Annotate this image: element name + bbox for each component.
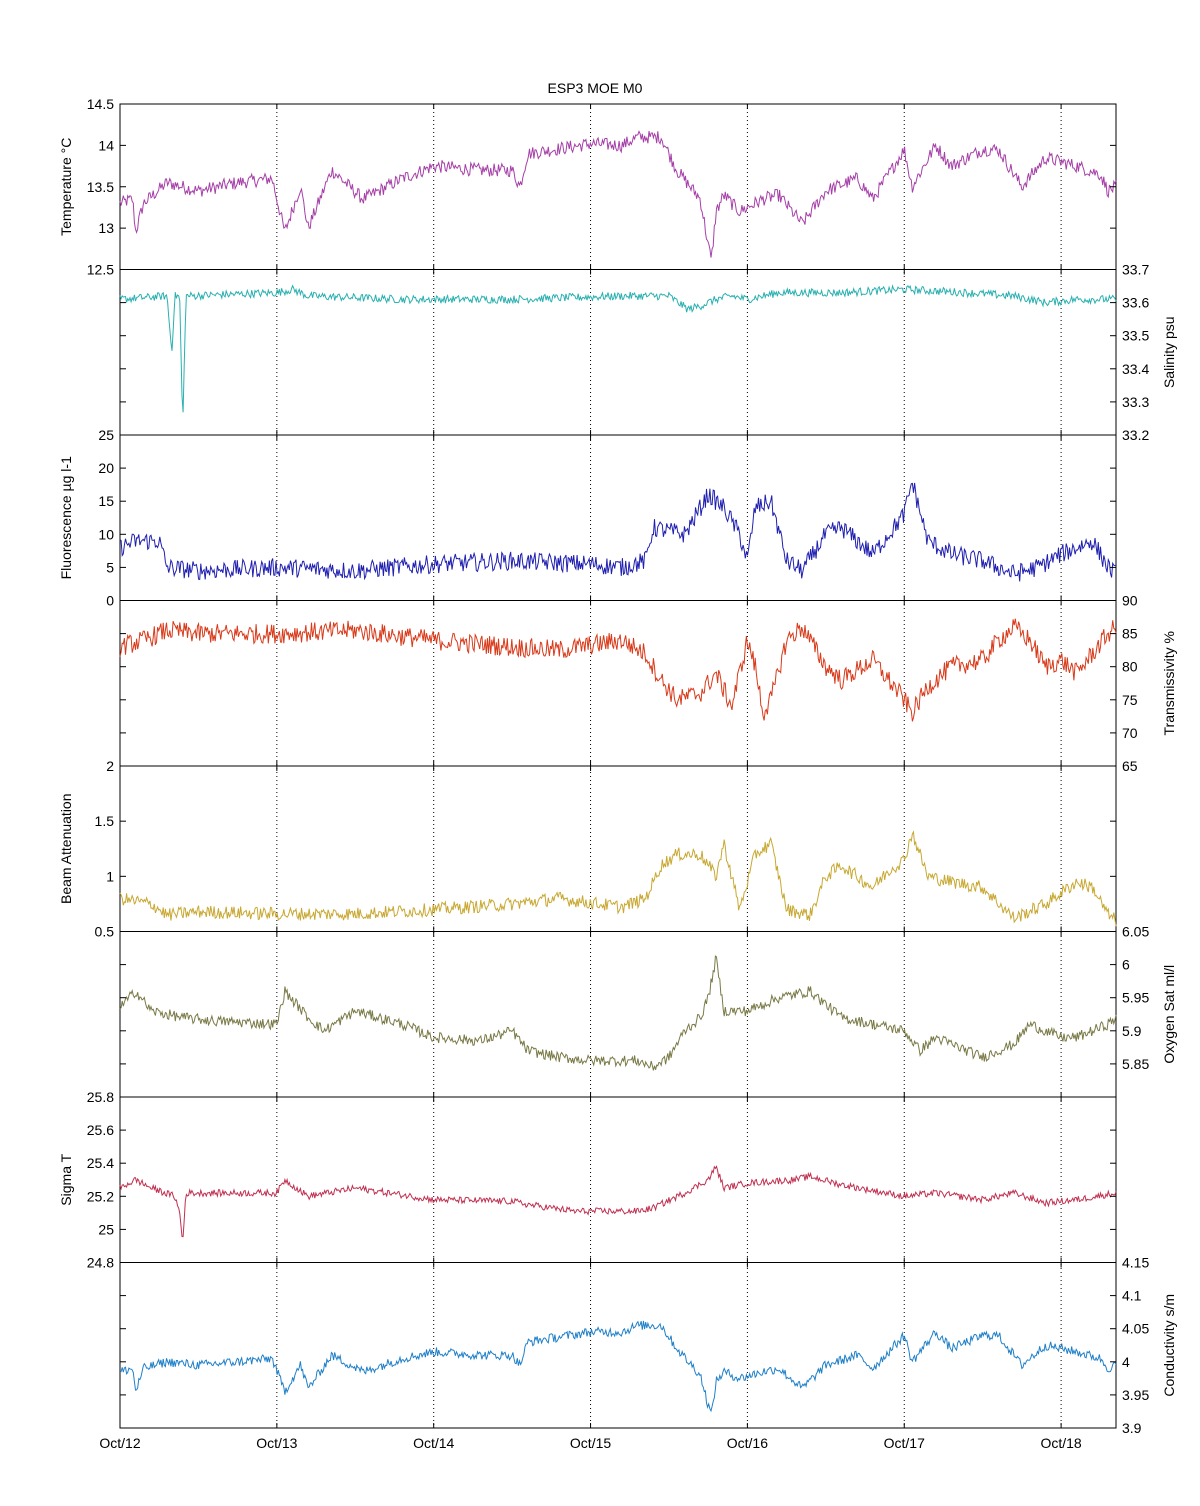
- ytick-label-oxygen_sat-2: 5.95: [1122, 990, 1149, 1006]
- xtick-label-4: Oct/16: [727, 1435, 768, 1451]
- panel-frame-beam_attenuation: [119, 765, 1117, 932]
- ytick-label-conductivity-3: 4.05: [1122, 1321, 1149, 1337]
- ytick-label-beam_attenuation-0: 0.5: [95, 924, 115, 940]
- ytick-label-sigma_t-5: 25.8: [87, 1089, 114, 1105]
- ytick-label-salinity-2: 33.4: [1122, 361, 1149, 377]
- chart-title: ESP3 MOE M0: [548, 80, 643, 96]
- ytick-label-fluorescence-5: 25: [98, 427, 114, 443]
- ytick-label-salinity-1: 33.3: [1122, 394, 1149, 410]
- trace-transmissivity: [119, 618, 1117, 722]
- trace-beam_attenuation: [119, 830, 1117, 927]
- ytick-label-salinity-5: 33.7: [1122, 262, 1149, 278]
- panel-frame-fluorescence: [119, 434, 1117, 601]
- ylabel-sigma_t: Sigma T: [58, 1153, 74, 1205]
- ytick-label-temperature-4: 14.5: [87, 96, 114, 112]
- ytick-label-oxygen_sat-4: 6.05: [1122, 924, 1149, 940]
- ylabel-transmissivity: Transmissivity %: [1161, 631, 1177, 736]
- ytick-label-fluorescence-0: 0: [106, 593, 114, 609]
- ytick-label-fluorescence-2: 10: [98, 526, 114, 542]
- ytick-label-oxygen_sat-0: 5.85: [1122, 1056, 1149, 1072]
- ytick-label-sigma_t-2: 25.2: [87, 1188, 114, 1204]
- ytick-label-fluorescence-3: 15: [98, 493, 114, 509]
- ytick-label-sigma_t-3: 25.4: [87, 1155, 114, 1171]
- ytick-label-transmissivity-1: 70: [1122, 725, 1138, 741]
- xtick-label-5: Oct/17: [884, 1435, 925, 1451]
- ytick-label-salinity-4: 33.6: [1122, 295, 1149, 311]
- ylabel-salinity: Salinity psu: [1161, 316, 1177, 388]
- ytick-label-conductivity-2: 4: [1122, 1354, 1130, 1370]
- panel-frame-temperature: [119, 103, 1117, 270]
- trace-sigma_t: [119, 1165, 1117, 1238]
- ytick-label-fluorescence-1: 5: [106, 559, 114, 575]
- ytick-label-beam_attenuation-3: 2: [106, 758, 114, 774]
- ytick-label-sigma_t-1: 25: [98, 1221, 114, 1237]
- xtick-label-1: Oct/13: [256, 1435, 297, 1451]
- trace-conductivity: [119, 1320, 1117, 1413]
- trace-temperature: [119, 130, 1117, 258]
- xtick-label-6: Oct/18: [1040, 1435, 1081, 1451]
- ytick-label-salinity-0: 33.2: [1122, 427, 1149, 443]
- trace-oxygen_sat: [119, 955, 1117, 1071]
- ytick-label-oxygen_sat-3: 6: [1122, 957, 1130, 973]
- panel-frame-oxygen_sat: [119, 931, 1117, 1098]
- panel-frame-sigma_t: [119, 1096, 1117, 1263]
- ytick-label-beam_attenuation-2: 1.5: [95, 813, 115, 829]
- ylabel-fluorescence: Fluorescence µg l-1: [58, 456, 74, 579]
- ytick-label-transmissivity-2: 75: [1122, 692, 1138, 708]
- xtick-label-2: Oct/14: [413, 1435, 454, 1451]
- ytick-label-beam_attenuation-1: 1: [106, 868, 114, 884]
- ylabel-beam_attenuation: Beam Attenuation: [58, 793, 74, 904]
- ytick-label-conductivity-0: 3.9: [1122, 1420, 1142, 1436]
- trace-salinity: [119, 284, 1117, 413]
- ytick-label-sigma_t-0: 24.8: [87, 1255, 114, 1271]
- ylabel-temperature: Temperature °C: [58, 138, 74, 236]
- ytick-label-temperature-3: 14: [98, 137, 114, 153]
- trace-fluorescence: [119, 482, 1117, 582]
- ytick-label-temperature-0: 12.5: [87, 262, 114, 278]
- ytick-label-conductivity-1: 3.95: [1122, 1387, 1149, 1403]
- ytick-label-transmissivity-3: 80: [1122, 659, 1138, 675]
- ytick-label-transmissivity-5: 90: [1122, 593, 1138, 609]
- ytick-label-sigma_t-4: 25.6: [87, 1122, 114, 1138]
- ytick-label-temperature-2: 13.5: [87, 179, 114, 195]
- ytick-label-temperature-1: 13: [98, 220, 114, 236]
- ytick-label-oxygen_sat-1: 5.9: [1122, 1023, 1142, 1039]
- ytick-label-conductivity-5: 4.15: [1122, 1255, 1149, 1271]
- xtick-label-0: Oct/12: [99, 1435, 140, 1451]
- ytick-label-fluorescence-4: 20: [98, 460, 114, 476]
- ylabel-conductivity: Conductivity s/m: [1161, 1294, 1177, 1397]
- xtick-label-3: Oct/15: [570, 1435, 611, 1451]
- ytick-label-transmissivity-0: 65: [1122, 758, 1138, 774]
- panel-frame-conductivity: [119, 1262, 1117, 1429]
- ytick-label-conductivity-4: 4.1: [1122, 1288, 1142, 1304]
- panel-frame-transmissivity: [119, 600, 1117, 767]
- ytick-label-salinity-3: 33.5: [1122, 328, 1149, 344]
- ylabel-oxygen_sat: Oxygen Sat ml/l: [1161, 965, 1177, 1064]
- ytick-label-transmissivity-4: 85: [1122, 626, 1138, 642]
